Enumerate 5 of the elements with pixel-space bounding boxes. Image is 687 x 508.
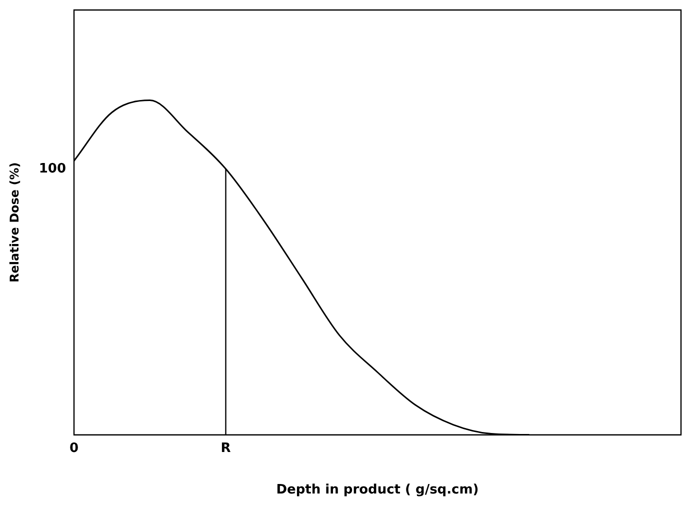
y-axis-title: Relative Dose (%) (7, 162, 22, 283)
x-tick-label: R (220, 440, 231, 456)
text: 100 (38, 161, 66, 176)
x-tick-label: 0 (69, 440, 79, 456)
x-axis-title: Depth in product ( g/sq.cm) (276, 482, 479, 498)
